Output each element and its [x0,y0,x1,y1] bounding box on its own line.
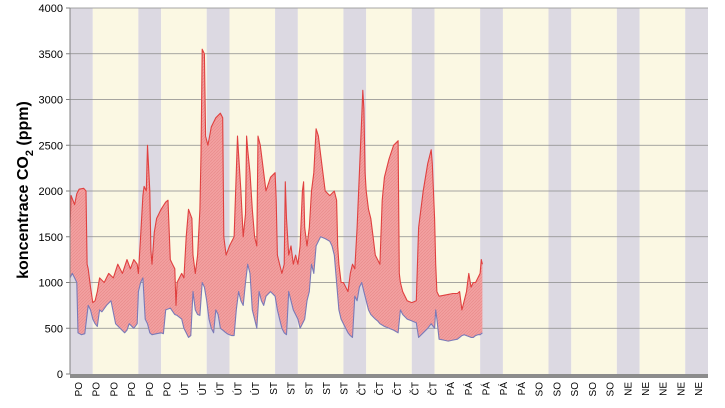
x-tick-label: NE [623,382,634,396]
x-tick-label: ÚT [178,382,191,395]
y-tick-label: 1000 [39,278,63,290]
x-tick-label: SO [535,382,546,397]
x-tick-label: ÚT [231,382,244,395]
y-tick-label: 3000 [39,95,63,107]
data-area [69,48,483,342]
x-tick-label: ST [304,382,315,395]
x-tick-label: ST [287,382,298,395]
x-tick-label: PÁ [497,382,510,396]
x-tick-label: PO [109,382,120,397]
axes [66,7,708,378]
x-tick-label: SO [588,382,599,397]
x-tick-label: PÁ [444,382,457,396]
x-tick-label: PO [74,382,85,397]
x-tick-label: ST [322,382,333,395]
x-tick-label: ÚT [249,382,262,395]
y-tick-label: 2000 [39,186,63,198]
x-tick-label: ST [269,382,280,395]
x-tick-label: ÚT [196,382,209,395]
x-tick-label: ÚT [214,382,227,395]
x-tick-label: PO [163,382,174,397]
y-tick-label: 0 [57,369,63,381]
x-tick-labels: PO PO PO PO PO PO ÚT ÚT ÚT ÚT ÚT ST ST ST ST ST ČT ČT ČT ČT… [74,382,705,397]
x-tick-label: SO [570,382,581,397]
x-tick-label: PO [92,382,103,397]
x-tick-label: SO [552,382,563,397]
range-area [70,49,483,342]
x-tick-label: NE [694,382,705,396]
x-tick-label: SO [606,382,617,397]
x-axis-bar [70,374,708,378]
x-tick-label: NE [659,382,670,396]
x-tick-label: PÁ [462,382,475,396]
x-tick-label: ČT [426,382,439,395]
y-tick-label: 1500 [39,232,63,244]
y-tick-label: 3500 [39,49,63,61]
x-tick-label: ČT [391,382,404,395]
x-tick-label: PO [145,382,156,397]
x-tick-label: NE [676,382,687,396]
y-tick-label: 2500 [39,140,63,152]
x-tick-label: PO [127,382,138,397]
x-tick-label: ST [340,382,351,395]
x-tick-label: ČT [355,382,368,395]
series-upper-line [69,48,483,311]
x-tick-label: NE [641,382,652,396]
y-tick-label: 4000 [39,3,63,15]
x-tick-label: ČT [409,382,422,395]
x-tick-label: PÁ [515,382,528,396]
y-axis-label: koncentrace CO2 (ppm) [15,101,36,279]
series-lower-line [69,236,483,342]
x-tick-label: PÁ [480,382,493,396]
y-tick-label: 500 [45,323,63,335]
y-tick-labels: 0 500 1000 1500 2000 2500 3000 3500 4000 [39,3,63,381]
x-tick-label: ČT [373,382,386,395]
